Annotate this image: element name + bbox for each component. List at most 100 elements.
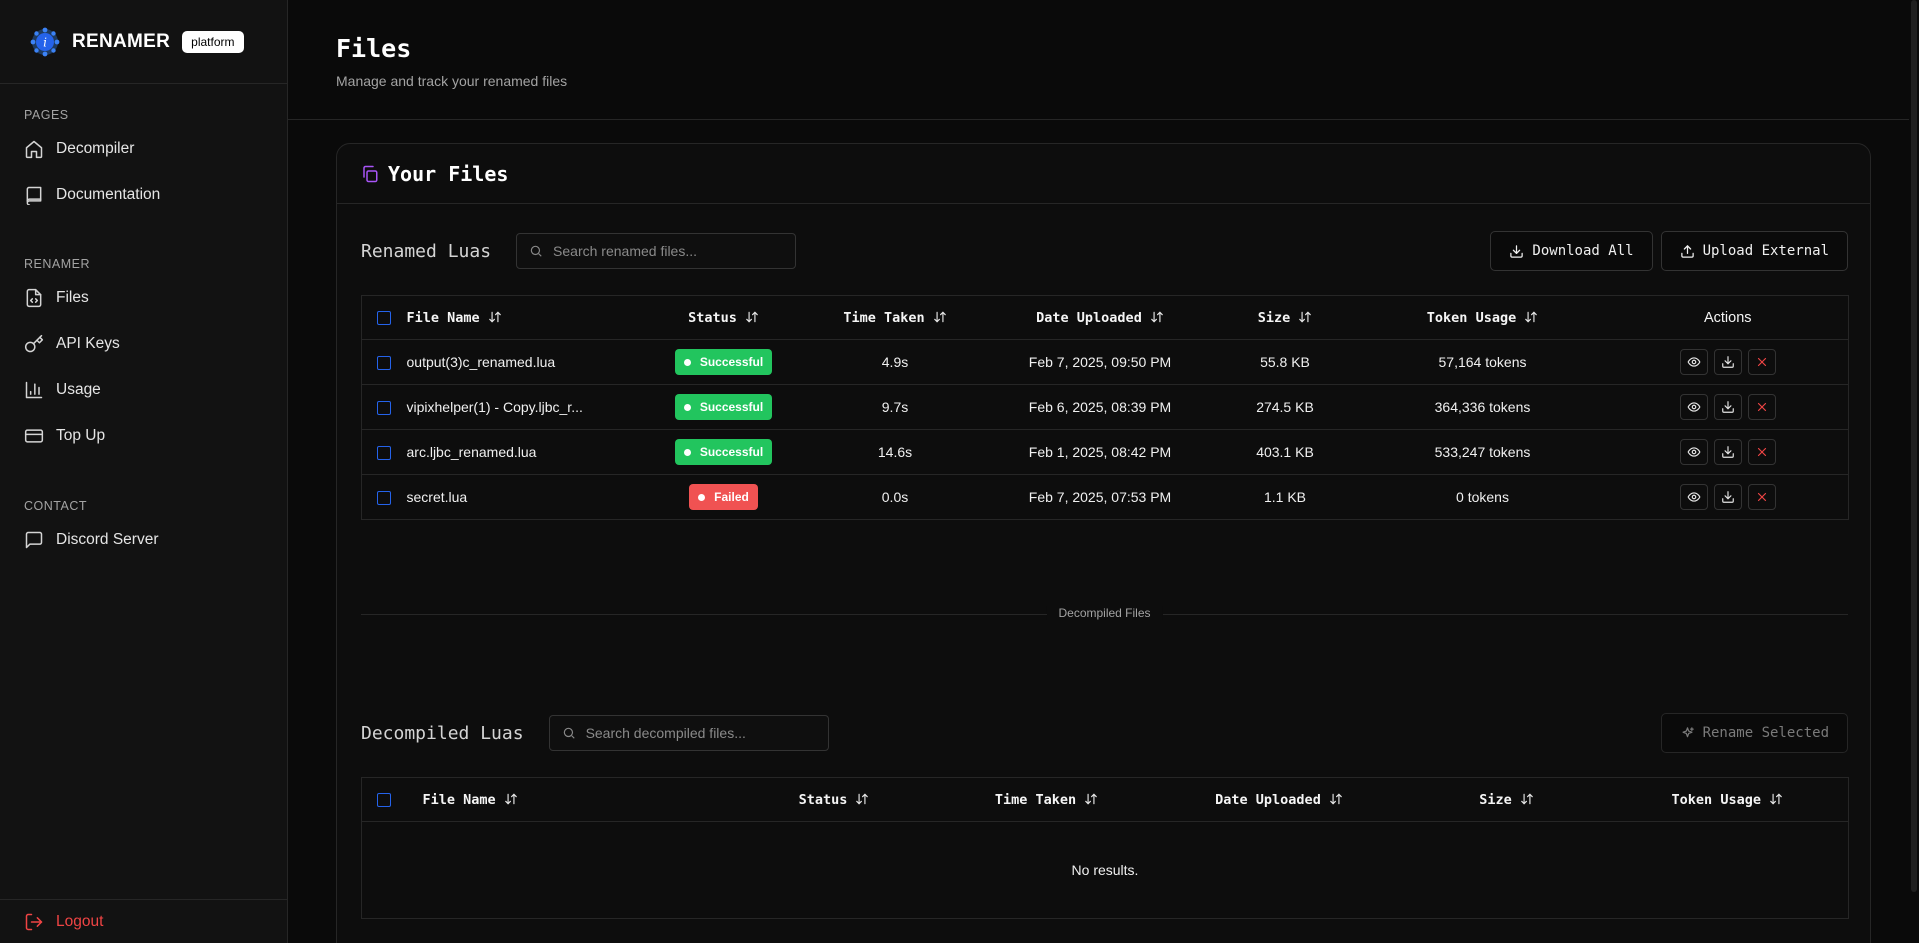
status-label: Failed xyxy=(714,490,749,504)
sort-icon xyxy=(1329,793,1342,804)
page-subtitle: Manage and track your renamed files xyxy=(336,73,568,89)
download-all-button[interactable]: Download All xyxy=(1490,231,1653,271)
bar-chart-icon xyxy=(25,381,43,399)
table-row[interactable]: vipixhelper(1) - Copy.ljbc_r... Successfu… xyxy=(361,384,1849,430)
status-dot xyxy=(683,403,691,411)
brand[interactable]: i RENAMER platform xyxy=(0,0,287,84)
scrollbar-thumb[interactable] xyxy=(1911,0,1917,892)
home-icon xyxy=(25,140,43,159)
download-icon xyxy=(1510,244,1524,258)
status-badge: Successful xyxy=(674,349,773,375)
download-button[interactable] xyxy=(1713,394,1742,420)
col-label: Date Uploaded xyxy=(1215,791,1321,808)
page-scrollbar[interactable] xyxy=(1909,0,1919,943)
sidebar-item-discord[interactable]: Discord Server xyxy=(0,517,287,563)
logout-button[interactable]: Logout xyxy=(0,899,287,943)
sidebar-item-label: Usage xyxy=(56,381,101,398)
status-cell: Successful xyxy=(644,384,803,430)
key-icon xyxy=(24,334,44,353)
col-label: Time Taken xyxy=(843,309,925,326)
select-all-checkbox[interactable] xyxy=(377,793,392,808)
file-code-icon xyxy=(26,288,42,308)
col-label: Status xyxy=(688,309,737,326)
sidebar-item-label: Top Up xyxy=(56,427,106,444)
download-button[interactable] xyxy=(1713,439,1742,465)
status-cell: Successful xyxy=(644,429,803,475)
view-button[interactable] xyxy=(1679,439,1708,465)
decompiled-search-input[interactable] xyxy=(585,725,816,741)
status-badge: Successful xyxy=(674,439,773,465)
renamed-search-input[interactable] xyxy=(553,243,784,259)
col-size[interactable]: Size xyxy=(1212,295,1358,340)
table-row[interactable]: arc.ljbc_renamed.lua Successful 14.6s Feb 1… xyxy=(361,429,1849,475)
upload-external-button[interactable]: Upload External xyxy=(1660,231,1848,271)
status-cell: Successful xyxy=(644,339,803,385)
row-checkbox[interactable] xyxy=(377,356,392,371)
row-checkbox[interactable] xyxy=(377,401,392,416)
card-header: Your Files xyxy=(337,144,1870,204)
col-status[interactable]: Status xyxy=(726,777,942,822)
download-button[interactable] xyxy=(1713,349,1742,375)
delete-button[interactable] xyxy=(1747,394,1776,420)
svg-text:i: i xyxy=(43,35,47,49)
col-size[interactable]: Size xyxy=(1406,777,1607,822)
col-label: File Name xyxy=(422,791,496,808)
col-time-taken[interactable]: Time Taken xyxy=(941,777,1152,822)
close-icon xyxy=(1757,402,1766,412)
row-checkbox[interactable] xyxy=(377,446,392,461)
main-content: Files Manage and track your renamed file… xyxy=(288,0,1919,943)
table-header-row: File Name Status Time Taken Date Uploade… xyxy=(361,777,1849,822)
sidebar-item-label: Discord Server xyxy=(56,531,159,548)
col-status[interactable]: Status xyxy=(644,295,803,340)
col-label: Actions xyxy=(1703,309,1752,326)
col-date-uploaded[interactable]: Date Uploaded xyxy=(1151,777,1407,822)
select-all-checkbox-cell xyxy=(361,295,407,340)
rename-selected-button[interactable]: Rename Selected xyxy=(1660,713,1848,753)
col-date-uploaded[interactable]: Date Uploaded xyxy=(987,295,1213,340)
view-button[interactable] xyxy=(1679,484,1708,510)
upload-external-label: Upload External xyxy=(1702,243,1829,259)
status-dot xyxy=(698,493,706,501)
sidebar-item-top-up[interactable]: Top Up xyxy=(0,413,287,459)
time-taken-cell: 0.0s xyxy=(802,474,988,520)
sidebar-item-decompiler[interactable]: Decompiler xyxy=(0,126,287,172)
sidebar-item-label: Files xyxy=(56,289,89,306)
search-icon xyxy=(563,727,575,739)
sidebar-item-usage[interactable]: Usage xyxy=(0,367,287,413)
col-time-taken[interactable]: Time Taken xyxy=(802,295,988,340)
delete-button[interactable] xyxy=(1747,484,1776,510)
section-title-renamer: RENAMER xyxy=(24,257,91,271)
table-row[interactable]: output(3)c_renamed.lua Successful 4.9s Feb … xyxy=(361,339,1849,385)
download-all-label: Download All xyxy=(1532,243,1634,259)
col-file-name[interactable]: File Name xyxy=(406,777,727,822)
col-file-name[interactable]: File Name xyxy=(406,295,645,340)
sort-icon xyxy=(504,793,517,804)
view-button[interactable] xyxy=(1679,349,1708,375)
divider-label: Decompiled Files xyxy=(1046,606,1163,620)
delete-button[interactable] xyxy=(1747,439,1776,465)
row-checkbox-cell xyxy=(361,429,407,475)
status-label: Successful xyxy=(699,355,764,369)
message-square-icon xyxy=(25,531,43,549)
view-button[interactable] xyxy=(1679,394,1708,420)
file-name-cell: arc.ljbc_renamed.lua xyxy=(406,429,645,475)
delete-button[interactable] xyxy=(1747,349,1776,375)
upload-icon xyxy=(1680,244,1694,258)
eye-icon xyxy=(1687,492,1701,502)
files-copy-icon xyxy=(363,165,378,182)
file-name-cell: vipixhelper(1) - Copy.ljbc_r... xyxy=(406,384,645,430)
sort-icon xyxy=(1299,311,1312,322)
select-all-checkbox[interactable] xyxy=(377,311,392,326)
col-token-usage[interactable]: Token Usage xyxy=(1606,777,1849,822)
close-icon xyxy=(1757,492,1766,502)
row-checkbox[interactable] xyxy=(377,491,392,506)
sidebar-item-api-keys[interactable]: API Keys xyxy=(0,321,287,367)
download-button[interactable] xyxy=(1713,484,1742,510)
table-row[interactable]: secret.lua Failed 0.0s Feb 7, 2025, 07:53 P… xyxy=(361,474,1849,520)
col-label: Token Usage xyxy=(1671,791,1761,808)
col-token-usage[interactable]: Token Usage xyxy=(1357,295,1608,340)
renamed-search xyxy=(516,233,797,269)
col-actions: Actions xyxy=(1607,295,1849,340)
sidebar-item-files[interactable]: Files xyxy=(0,275,287,321)
sidebar-item-documentation[interactable]: Documentation xyxy=(0,172,287,218)
